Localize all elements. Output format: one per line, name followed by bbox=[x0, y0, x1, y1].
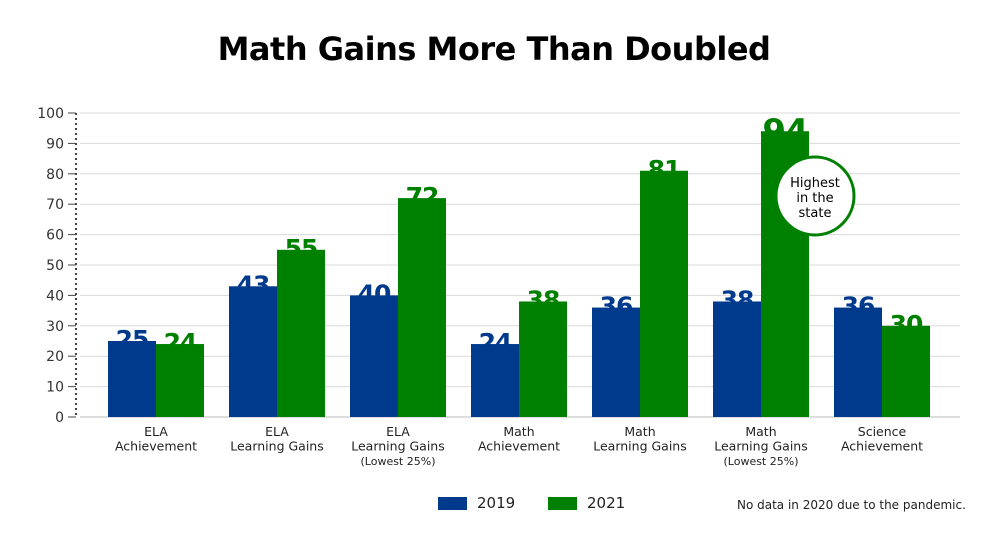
data-label-2019: 25 bbox=[116, 325, 149, 354]
x-tick-label: Math bbox=[745, 424, 776, 439]
annotation-text: state bbox=[799, 206, 832, 221]
bar-2019 bbox=[592, 307, 640, 417]
annotation-text: in the bbox=[796, 191, 833, 206]
legend-item-2021: 2021 bbox=[548, 494, 625, 512]
annotation-text: Highest bbox=[790, 176, 840, 191]
x-tick-label: ELA bbox=[144, 424, 168, 439]
y-tick-label: 50 bbox=[46, 258, 64, 274]
legend-swatch-2019 bbox=[438, 496, 467, 510]
data-label-2019: 36 bbox=[600, 292, 633, 321]
bar-2019 bbox=[108, 341, 156, 417]
data-label-2019: 40 bbox=[358, 279, 391, 308]
data-label-2021: 72 bbox=[406, 182, 439, 211]
y-tick-label: 100 bbox=[37, 106, 64, 122]
bar-2021 bbox=[519, 301, 567, 417]
footnote: No data in 2020 due to the pandemic. bbox=[737, 498, 966, 512]
x-tick-label: ELA bbox=[265, 424, 289, 439]
chart-title: Math Gains More Than Doubled bbox=[217, 30, 771, 68]
y-tick-label: 60 bbox=[46, 228, 64, 244]
bar-2021 bbox=[277, 249, 325, 417]
x-tick-label: Achievement bbox=[115, 439, 197, 454]
bar-2019 bbox=[471, 344, 519, 417]
x-tick-label: ELA bbox=[386, 424, 410, 439]
data-label-2021: 94 bbox=[762, 112, 808, 152]
x-tick-label: Learning Gains bbox=[714, 439, 808, 454]
y-tick-label: 10 bbox=[46, 380, 64, 396]
y-tick-label: 80 bbox=[46, 167, 64, 183]
x-tick-label: (Lowest 25%) bbox=[723, 455, 798, 468]
bar-2021 bbox=[882, 325, 930, 417]
x-tick-label: Science bbox=[858, 424, 907, 439]
bar-2019 bbox=[229, 286, 277, 417]
x-tick-label: Learning Gains bbox=[230, 439, 324, 454]
data-label-2021: 81 bbox=[648, 155, 681, 184]
legend-item-2019: 2019 bbox=[438, 494, 515, 512]
bar-2019 bbox=[713, 301, 761, 417]
data-label-2019: 43 bbox=[237, 270, 270, 299]
x-tick-label: Math bbox=[624, 424, 655, 439]
data-label-2021: 38 bbox=[527, 285, 560, 314]
annotation-circle bbox=[774, 155, 856, 237]
legend-label-2021: 2021 bbox=[587, 494, 626, 512]
bar-2021 bbox=[156, 344, 204, 417]
y-tick-label: 20 bbox=[46, 349, 64, 365]
x-tick-label: Achievement bbox=[478, 439, 560, 454]
x-tick-label: Math bbox=[503, 424, 534, 439]
bars bbox=[108, 131, 930, 418]
y-axis: 0 10 20 30 40 50 60 70 80 90 100 bbox=[37, 106, 77, 426]
data-label-2019: 24 bbox=[479, 328, 512, 357]
x-tick-label: Learning Gains bbox=[593, 439, 687, 454]
bar-2021 bbox=[640, 170, 688, 417]
data-label-2021: 55 bbox=[285, 234, 318, 263]
data-label-2019: 36 bbox=[842, 292, 875, 321]
data-label-2021: 30 bbox=[890, 310, 923, 339]
bar-2019 bbox=[350, 295, 398, 417]
y-tick-label: 0 bbox=[55, 410, 64, 426]
y-tick-label: 30 bbox=[46, 319, 64, 335]
y-tick-label: 40 bbox=[46, 288, 64, 304]
bar-2019 bbox=[834, 307, 882, 417]
legend-label-2019: 2019 bbox=[477, 494, 516, 512]
data-labels: 25 24 43 55 40 72 24 38 36 81 38 94 36 30 bbox=[116, 112, 924, 357]
x-tick-label: (Lowest 25%) bbox=[360, 455, 435, 468]
y-tick-label: 90 bbox=[46, 136, 64, 152]
data-label-2019: 38 bbox=[721, 285, 754, 314]
y-tick-label: 70 bbox=[46, 197, 64, 213]
x-tick-label: Learning Gains bbox=[351, 439, 445, 454]
bar-2021 bbox=[398, 198, 446, 417]
data-label-2021: 24 bbox=[164, 328, 197, 357]
x-tick-label: Achievement bbox=[841, 439, 923, 454]
legend-swatch-2021 bbox=[548, 496, 577, 510]
